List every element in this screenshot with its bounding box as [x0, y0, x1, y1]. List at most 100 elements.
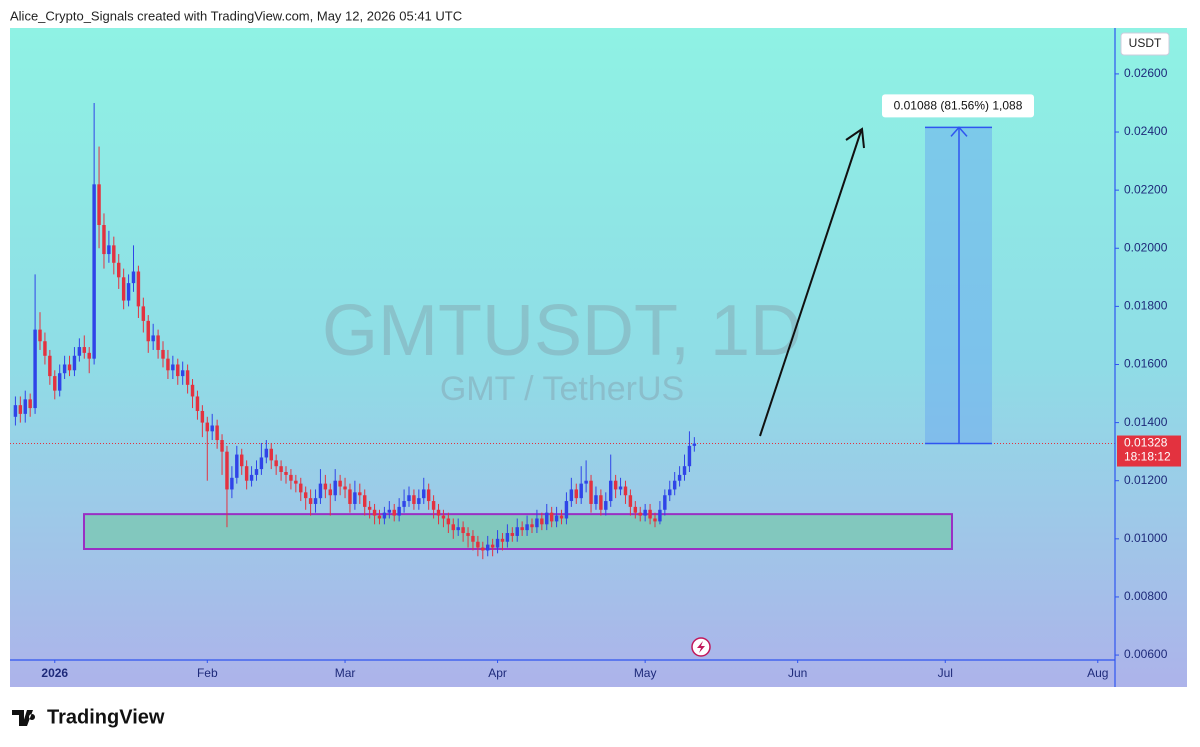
- currency-box[interactable]: [1120, 32, 1170, 56]
- candle: [397, 498, 401, 522]
- y-tick-label: 0.01600: [1124, 357, 1168, 371]
- candle: [476, 535, 480, 557]
- candle-body: [200, 410, 205, 423]
- candle-body: [151, 335, 155, 342]
- support-zone: [83, 513, 953, 551]
- candle: [481, 541, 485, 560]
- candle-body: [608, 480, 613, 502]
- candle-body: [574, 489, 578, 499]
- candle: [505, 524, 510, 548]
- y-tick-label: 0.01200: [1124, 473, 1168, 487]
- candle: [146, 315, 150, 353]
- candle: [92, 102, 96, 365]
- candle-body: [397, 506, 401, 516]
- candle: [225, 445, 229, 528]
- candle: [500, 533, 505, 551]
- candle: [299, 477, 303, 502]
- candle: [294, 474, 298, 493]
- candle: [540, 512, 544, 531]
- candle: [471, 530, 475, 551]
- candle: [102, 213, 106, 269]
- candle-body: [613, 480, 618, 490]
- candle-body: [62, 364, 67, 374]
- candle: [687, 431, 692, 472]
- candle: [136, 265, 141, 318]
- candle: [485, 535, 490, 557]
- candle: [117, 254, 121, 289]
- candle: [579, 466, 583, 504]
- candle: [338, 474, 342, 496]
- candle: [569, 477, 574, 507]
- candle: [112, 236, 116, 275]
- x-tick-label: Jul: [938, 666, 953, 680]
- plot-area: 0.01088 (81.56%) 1,088: [10, 94, 1115, 560]
- candle-body: [564, 501, 569, 519]
- y-tick-label: 0.00600: [1124, 647, 1168, 661]
- candle: [38, 312, 42, 350]
- candle: [412, 489, 416, 510]
- symbol-watermark: GMTUSDT, 1D: [322, 291, 802, 371]
- candle: [180, 361, 185, 385]
- candle: [672, 471, 677, 496]
- candle-body: [687, 445, 692, 467]
- candle: [515, 518, 519, 542]
- candle-body: [220, 440, 224, 452]
- candle-body: [117, 262, 121, 278]
- candle: [392, 503, 396, 522]
- y-tick-label: 0.02400: [1124, 124, 1168, 138]
- candle: [200, 405, 205, 438]
- x-tick-label: 2026: [41, 666, 68, 680]
- candle-body: [97, 184, 101, 226]
- candle-body: [318, 483, 323, 499]
- candle-body: [313, 498, 318, 504]
- candle-body: [446, 518, 451, 525]
- candle-body: [672, 480, 677, 490]
- candle: [220, 434, 224, 475]
- candle: [677, 466, 682, 487]
- candle: [328, 483, 333, 516]
- candle-body: [643, 509, 647, 516]
- candle-body: [210, 425, 214, 432]
- candle: [441, 509, 446, 528]
- candle-body: [126, 283, 131, 301]
- candle-body: [112, 245, 116, 263]
- candle-body: [638, 512, 642, 516]
- candle: [638, 506, 642, 522]
- candle-body: [382, 512, 387, 519]
- candle: [599, 489, 603, 516]
- candle-body: [358, 492, 362, 496]
- candle-body: [82, 347, 87, 353]
- credit-line: Alice_Crypto_Signals created with Tradin…: [10, 8, 462, 23]
- candle: [525, 515, 529, 536]
- candle-body: [38, 329, 42, 342]
- candle-body: [505, 533, 510, 542]
- candle: [648, 503, 652, 525]
- candle-body: [235, 454, 239, 478]
- price-tag: [1117, 435, 1181, 467]
- candle: [623, 480, 628, 504]
- candle: [387, 501, 392, 519]
- candle: [259, 442, 264, 475]
- candle-body: [57, 373, 62, 391]
- candle-body: [141, 306, 146, 321]
- projection-label: 0.01088 (81.56%) 1,088: [894, 99, 1023, 113]
- icon-bolt: [697, 641, 705, 653]
- candle-body: [520, 527, 524, 531]
- candle: [185, 364, 190, 394]
- candle: [431, 495, 436, 519]
- candle-body: [348, 489, 352, 504]
- candle: [436, 503, 441, 525]
- candle-body: [481, 547, 485, 551]
- replay-icon[interactable]: [691, 637, 711, 657]
- candle-body: [471, 535, 475, 542]
- x-tick-label: Apr: [488, 666, 507, 680]
- candle: [417, 489, 421, 510]
- candle: [141, 297, 146, 333]
- candle: [28, 393, 32, 417]
- candle-body: [131, 271, 136, 284]
- candle: [618, 477, 623, 496]
- candle: [77, 338, 82, 362]
- candle: [490, 538, 495, 557]
- candle-body: [303, 492, 308, 499]
- candle-body: [43, 341, 47, 356]
